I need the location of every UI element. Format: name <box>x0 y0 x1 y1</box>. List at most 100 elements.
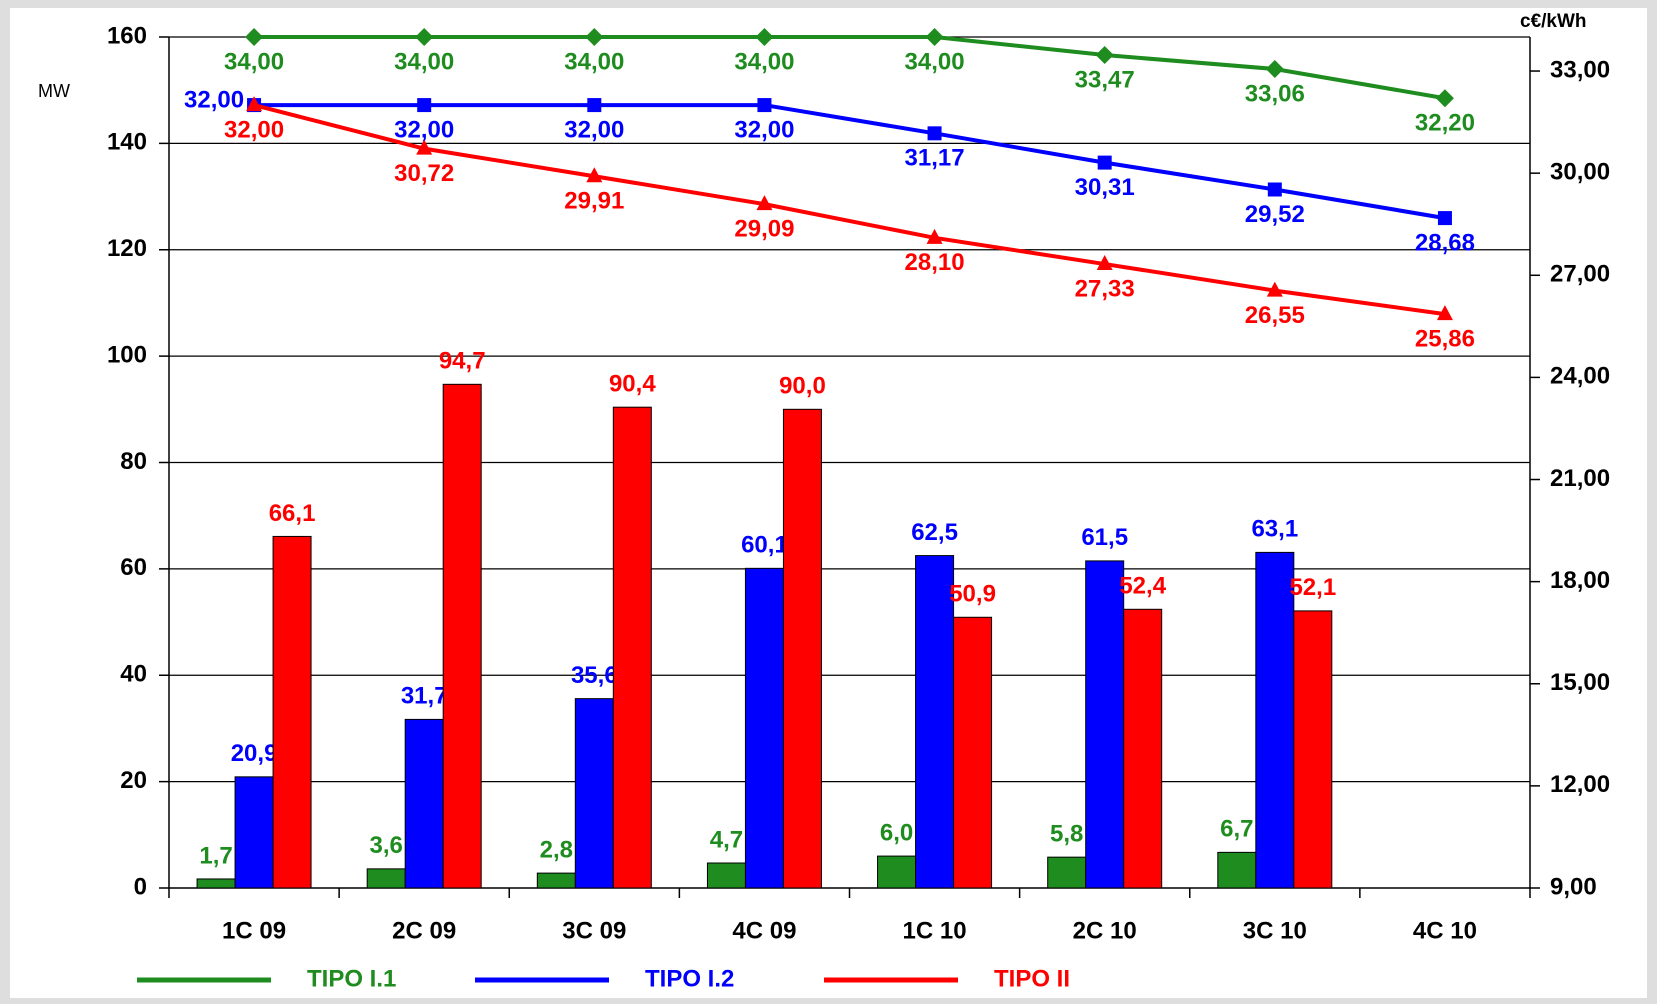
line-value-label: 34,00 <box>734 48 794 75</box>
x-tick-label: 2C 10 <box>1073 917 1137 944</box>
bar-value-label: 94,7 <box>439 348 486 375</box>
y-tick-label: 160 <box>107 22 147 49</box>
bar-value-label: 52,4 <box>1119 573 1166 600</box>
legend-label: TIPO I.2 <box>645 965 734 992</box>
line-marker <box>1265 59 1284 78</box>
bar-value-label: 62,5 <box>911 519 958 546</box>
legend-label: TIPO II <box>994 965 1070 992</box>
line-marker <box>415 28 434 46</box>
bar <box>782 408 822 889</box>
y-tick-label: 60 <box>120 554 147 581</box>
bar <box>1255 551 1295 889</box>
line-value-label: 29,91 <box>564 188 624 215</box>
x-tick-label: 3C 09 <box>562 917 626 944</box>
line-marker <box>1097 155 1112 170</box>
y2-tick-label: 27,00 <box>1550 261 1610 288</box>
y-tick-label: 20 <box>120 767 147 794</box>
line-value-label: 29,09 <box>734 215 794 242</box>
bar-value-label: 66,1 <box>269 500 316 527</box>
bar <box>706 862 746 889</box>
bar-value-label: 1,7 <box>199 842 232 869</box>
line-marker <box>1096 255 1113 271</box>
bar <box>877 855 917 889</box>
line-value-label: 28,68 <box>1415 229 1475 256</box>
line-marker <box>927 126 942 141</box>
bar-value-label: 63,1 <box>1251 516 1298 543</box>
y2-tick-label: 12,00 <box>1550 771 1610 798</box>
line-marker <box>587 98 602 113</box>
bar-value-label: 5,8 <box>1050 820 1083 847</box>
line-value-label: 27,33 <box>1075 275 1135 302</box>
y-tick-label: 0 <box>134 873 147 900</box>
y-tick-label: 140 <box>107 129 147 156</box>
bar-value-label: 50,9 <box>949 581 996 608</box>
bar <box>272 535 312 889</box>
line <box>253 103 1446 317</box>
y2-tick-label: 9,00 <box>1550 873 1597 900</box>
line-value-label: 30,31 <box>1075 174 1135 201</box>
line-value-label: 32,00 <box>564 116 624 143</box>
bar-value-label: 6,0 <box>880 819 913 846</box>
line-value-label: 32,00 <box>734 116 794 143</box>
line-value-label: 25,86 <box>1415 325 1475 352</box>
bar-value-label: 61,5 <box>1081 524 1128 551</box>
line-marker <box>925 28 944 46</box>
bar <box>1293 610 1333 889</box>
line-value-label: 34,00 <box>905 48 965 75</box>
bar <box>1217 851 1257 889</box>
line-marker <box>417 98 432 113</box>
line-marker <box>1095 46 1114 65</box>
bar <box>404 718 444 889</box>
line-value-label: 33,47 <box>1075 66 1135 93</box>
line-value-label: 32,00 <box>184 86 244 113</box>
line-value-label: 34,00 <box>224 48 284 75</box>
bar-value-label: 20,9 <box>231 740 278 767</box>
bar <box>744 567 784 889</box>
bar <box>536 872 576 889</box>
line-marker <box>416 139 433 155</box>
line-marker <box>586 167 603 183</box>
y2-tick-label: 33,00 <box>1550 56 1610 83</box>
bar <box>442 383 482 889</box>
bar <box>234 776 274 889</box>
line <box>254 35 1446 101</box>
bar-value-label: 2,8 <box>540 836 573 863</box>
line-marker <box>756 195 773 211</box>
line-value-label: 32,00 <box>394 116 454 143</box>
line-value-label: 32,20 <box>1415 110 1475 137</box>
line-value-label: 32,00 <box>224 116 284 143</box>
bar <box>1123 608 1163 889</box>
y2-tick-label: 21,00 <box>1550 465 1610 492</box>
x-tick-label: 2C 09 <box>392 917 456 944</box>
x-tick-label: 4C 09 <box>732 917 796 944</box>
line-marker <box>1435 89 1454 108</box>
line-value-label: 34,00 <box>564 48 624 75</box>
bar-value-label: 3,6 <box>370 832 403 859</box>
bar-value-label: 52,1 <box>1289 574 1336 601</box>
bar <box>196 878 236 889</box>
line-value-label: 29,52 <box>1245 201 1305 228</box>
line-marker <box>1267 182 1282 197</box>
bar-value-label: 4,7 <box>710 826 743 853</box>
y-tick-label: 100 <box>107 341 147 368</box>
line-marker <box>1437 211 1452 226</box>
bar <box>612 406 652 889</box>
bar <box>1047 856 1087 889</box>
line-marker <box>1436 305 1453 321</box>
line-marker <box>757 98 772 113</box>
line-value-label: 26,55 <box>1245 302 1305 329</box>
y2-axis-title: c€/kWh <box>1520 11 1587 32</box>
bar-value-label: 60,1 <box>741 532 788 559</box>
line-marker <box>926 228 943 244</box>
line <box>254 103 1446 221</box>
line-value-label: 34,00 <box>394 48 454 75</box>
bar-value-label: 6,7 <box>1220 816 1253 843</box>
y2-tick-label: 24,00 <box>1550 363 1610 390</box>
x-tick-label: 4C 10 <box>1413 917 1477 944</box>
line-value-label: 31,17 <box>905 145 965 172</box>
bar <box>366 868 406 889</box>
line-value-label: 30,72 <box>394 160 454 187</box>
line-marker <box>755 28 774 46</box>
bar <box>953 616 993 889</box>
